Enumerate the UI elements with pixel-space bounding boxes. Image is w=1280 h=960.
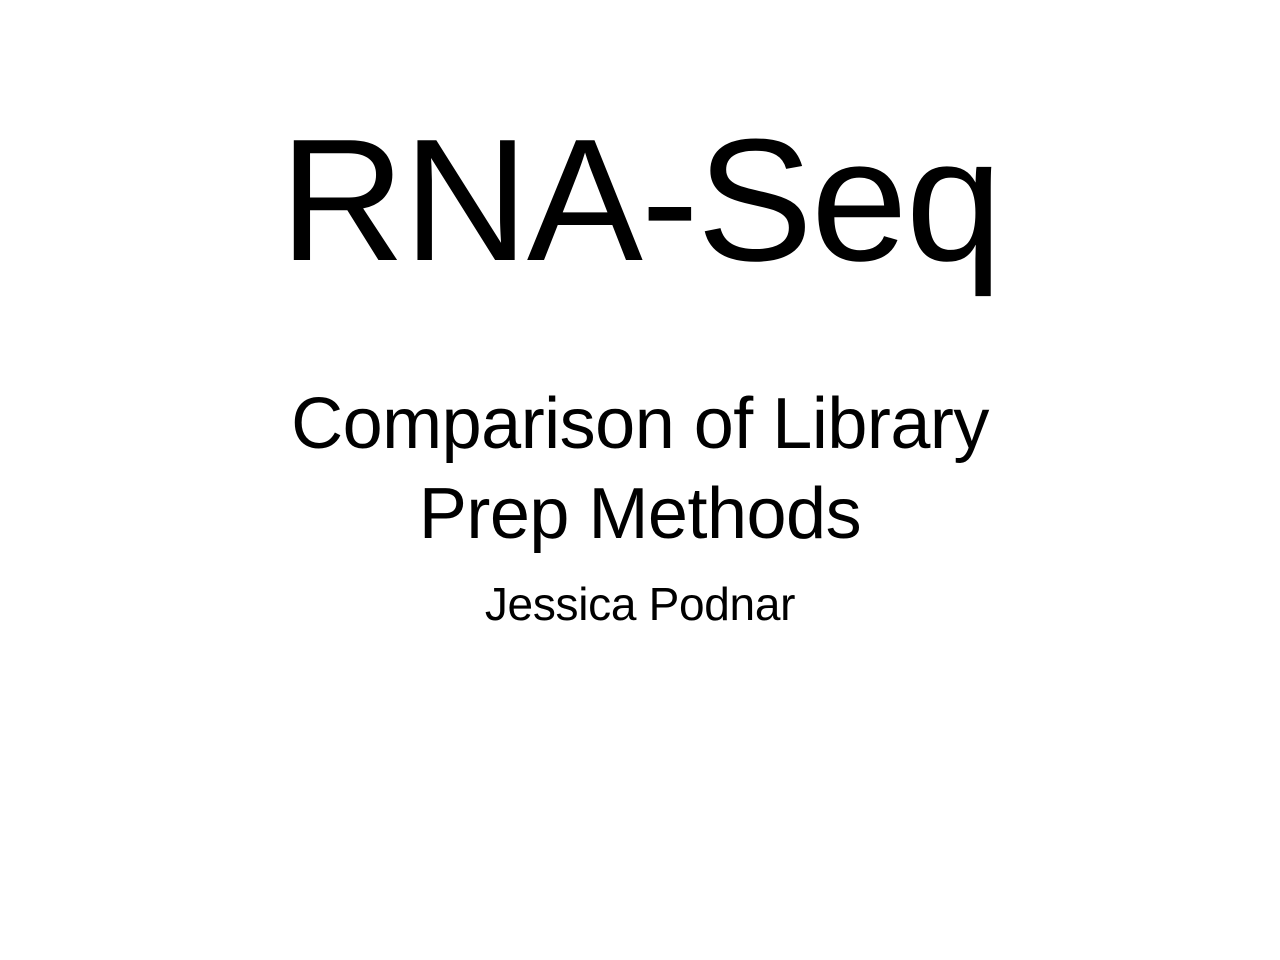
subtitle-line-2: Prep Methods — [419, 474, 861, 554]
subtitle-line-1: Comparison of Library — [291, 384, 989, 464]
slide-subtitle: Comparison of Library Prep Methods — [291, 379, 989, 559]
title-slide: RNA-Seq Comparison of Library Prep Metho… — [0, 0, 1280, 960]
slide-title: RNA-Seq — [280, 104, 1001, 295]
slide-author: Jessica Podnar — [485, 577, 795, 631]
